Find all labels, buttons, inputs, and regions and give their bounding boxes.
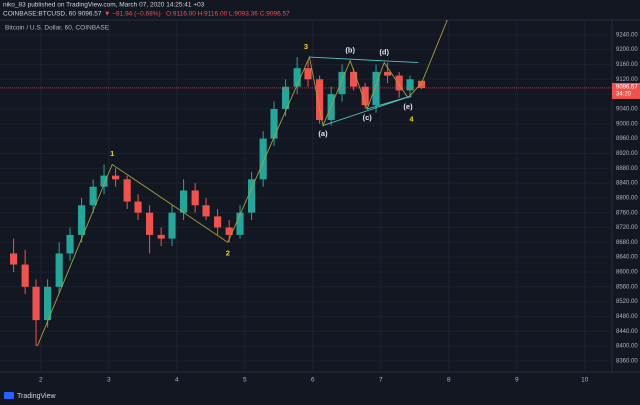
candle-body [316,79,324,121]
candle-body [100,175,108,187]
candle-body [202,205,210,217]
candle-body [293,68,301,87]
candle-body [180,190,188,213]
y-tick-label: 8600.00 [616,270,638,276]
x-tick-label: 8 [447,377,451,384]
y-tick-label: 8840.00 [616,181,638,187]
wave-label: 3 [304,42,308,51]
candle-body [78,205,86,235]
y-tick-label: 8520.00 [616,299,638,305]
last-price-label: 9096.57 [616,85,638,91]
candle-body [372,71,380,106]
candle-body [146,212,154,235]
y-tick-label: 8360.00 [616,358,638,364]
wave-label: (d) [379,48,389,57]
candle-body [406,79,414,91]
chart-title: Bitcoin / U.S. Dollar, 60, COINBASE [5,25,110,32]
y-tick-label: 9160.00 [616,62,638,68]
publisher: niko_83 published on TradingView.com, Ma… [3,2,205,9]
y-tick-label: 8800.00 [616,195,638,201]
x-tick-label: 4 [175,377,179,384]
symbol: COINBASE:BTCUSD, 60 [3,11,76,18]
wave-label: 1 [110,149,114,158]
candle-body [248,179,256,213]
y-tick-label: 9240.00 [616,32,638,38]
candle-body [168,212,176,239]
y-tick-label: 8640.00 [616,255,638,261]
logo-icon [4,392,14,399]
trend-line [322,95,412,127]
wave-label: (b) [345,46,355,55]
candle-body [10,253,18,265]
x-tick-label: 6 [311,377,315,384]
y-tick-label: 8720.00 [616,225,638,231]
candle-body [55,253,63,287]
ohlc: O:9116.00 H:9116.00 L:9093.36 C:9096.57 [166,11,290,18]
y-tick-label: 8960.00 [616,136,638,142]
candle-body [259,138,267,180]
candle-body [32,286,40,321]
change: ▼ −81.94 (−0.68%) [104,11,161,18]
y-tick-label: 9200.00 [616,47,638,53]
x-tick-label: 9 [515,377,519,384]
candle-body [304,68,312,80]
last-price-box [612,82,640,99]
candle-body [338,71,346,95]
candle-body [191,190,199,206]
logo [4,392,14,399]
y-tick-label: 9040.00 [616,107,638,113]
candle-body [44,286,52,321]
candle-body [123,179,131,202]
wave-label: 2 [226,248,230,257]
candle-body [157,234,165,239]
x-tick-label: 3 [107,377,111,384]
y-tick-label: 8440.00 [616,329,638,335]
candle-body [384,71,392,76]
candle-body [418,80,426,88]
y-tick-label: 8680.00 [616,240,638,246]
y-tick-label: 9120.00 [616,77,638,83]
candle-body [350,71,358,87]
candle-body [89,186,97,206]
y-tick-label: 8400.00 [616,344,638,350]
trend-line [36,20,448,347]
grid [0,20,612,372]
candle-body [214,216,222,228]
wave-label: (a) [318,129,328,138]
price: 9096.57 [78,11,102,18]
y-tick-label: 8760.00 [616,210,638,216]
plot [0,20,612,347]
x-tick-label: 7 [379,377,383,384]
candle-body [361,86,369,106]
x-tick-label: 2 [39,377,43,384]
candle-body [21,264,29,287]
candle-body [236,212,244,235]
wave-label: 4 [409,114,414,123]
y-tick-label: 8480.00 [616,314,638,320]
wave-label: (e) [403,102,413,111]
candle-body [395,75,403,91]
y-tick-label: 8920.00 [616,151,638,157]
candle-body [112,175,120,180]
footer-brand: TradingView [17,393,56,400]
candle-body [270,108,278,139]
trend-line [309,56,419,64]
y-tick-label: 8560.00 [616,284,638,290]
trend-line [367,95,412,110]
candle-body [282,86,290,109]
y-tick-label: 8880.00 [616,166,638,172]
y-tick-label: 9000.00 [616,121,638,127]
candle-body [225,227,233,235]
candle-body [134,201,142,213]
x-tick-label: 10 [581,377,589,384]
countdown: 34:20 [616,92,632,98]
x-tick-label: 5 [243,377,247,384]
candle-body [66,234,74,254]
wave-label: (c) [363,113,373,122]
